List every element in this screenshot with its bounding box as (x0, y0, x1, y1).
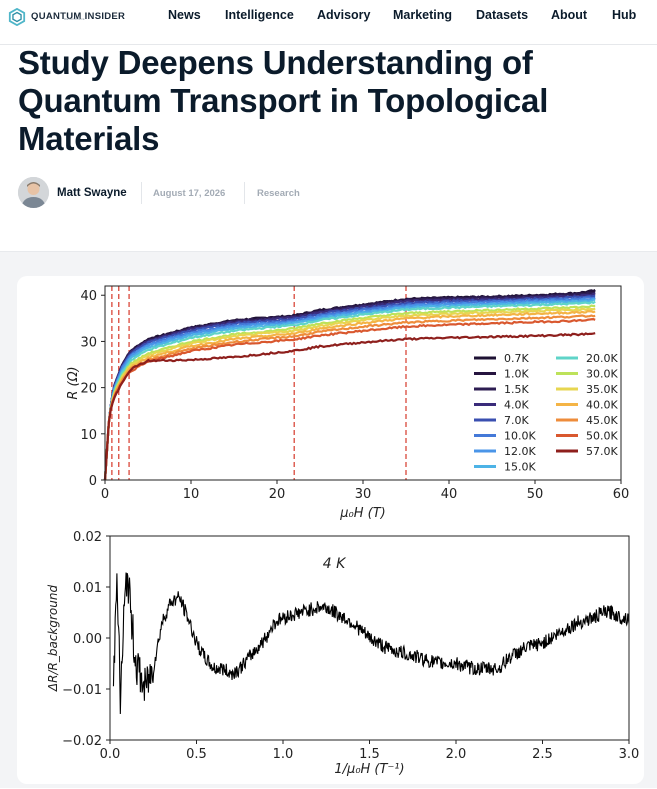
legend-label: 4.0K (504, 399, 529, 412)
person-icon (18, 177, 49, 208)
y-tick-label: 0.01 (73, 581, 102, 596)
x-tick-label: 20 (269, 487, 286, 502)
x-tick-label: 3.0 (619, 747, 640, 762)
series-line-57.0K (103, 332, 596, 481)
x-tick-label: 2.0 (446, 747, 467, 762)
nav-item-news[interactable]: News (168, 8, 201, 22)
x-tick-label: 2.5 (532, 747, 553, 762)
x-tick-label: 1.5 (359, 747, 380, 762)
legend-label: 40.0K (586, 399, 618, 412)
logo-text: QUANTUM INSIDER (31, 11, 126, 22)
x-axis-label: 1/μ₀H (T⁻¹) (334, 762, 404, 777)
series-line-12.0K (103, 297, 596, 481)
series-line-50.0K (103, 318, 596, 481)
article-title: Study Deepens Understanding of Quantum T… (18, 44, 549, 157)
x-tick-label: 0.0 (100, 747, 121, 762)
series-line-45.0K (103, 314, 596, 481)
y-tick-label: 0 (89, 474, 97, 489)
legend-label: 45.0K (586, 414, 618, 427)
site-logo[interactable]: QUANTUM INSIDER (8, 7, 125, 27)
logo-subtext: RESONANCE (64, 17, 85, 21)
x-tick-label: 30 (355, 487, 372, 502)
x-tick-label: 60 (613, 487, 630, 502)
x-axis-label: μ₀H (T) (339, 506, 385, 521)
x-tick-label: 0.5 (186, 747, 207, 762)
byline-divider (141, 182, 142, 204)
y-axis-label: R (Ω) (66, 366, 81, 399)
x-tick-label: 10 (183, 487, 200, 502)
series-line-20.0K (103, 300, 596, 481)
nav-item-intelligence[interactable]: Intelligence (225, 8, 294, 22)
chart-annotation: 4 K (323, 556, 347, 572)
author-name[interactable]: Matt Swayne (57, 187, 127, 199)
x-tick-label: 40 (441, 487, 458, 502)
byline-divider (244, 182, 245, 204)
author-avatar[interactable] (18, 177, 49, 208)
y-tick-label: 0.00 (73, 632, 102, 647)
signal-trace (112, 572, 630, 714)
legend-label: 20.0K (586, 352, 618, 365)
legend-label: 35.0K (586, 383, 618, 396)
legend-label: 7.0K (504, 414, 529, 427)
legend-label: 0.7K (504, 352, 529, 365)
legend-label: 10.0K (504, 430, 536, 443)
y-tick-label: −0.02 (62, 734, 102, 749)
header-divider (0, 251, 657, 252)
legend-label: 12.0K (504, 445, 536, 458)
legend-label: 50.0K (586, 430, 618, 443)
x-tick-label: 1.0 (273, 747, 294, 762)
nav-item-datasets[interactable]: Datasets (476, 8, 529, 22)
nav-item-advisory[interactable]: Advisory (317, 8, 371, 22)
series-line-40.0K (103, 310, 596, 481)
top-nav: QUANTUM INSIDER RESONANCE News Intellige… (0, 0, 657, 45)
y-tick-label: 10 (80, 428, 97, 443)
legend-label: 1.5K (504, 383, 529, 396)
publish-date: August 17, 2026 (153, 188, 226, 199)
nav-item-marketing[interactable]: Marketing (393, 8, 453, 22)
hexagon-logo-icon (8, 8, 26, 26)
figure-charts: 0 10 20 30 40 50 60 0 10 20 30 40 μ₀H (T) R (Ω) 0.7K 1.… (46, 285, 640, 777)
legend-label: 30.0K (586, 368, 618, 381)
x-tick-label: 0 (101, 487, 109, 502)
legend-label: 57.0K (586, 445, 618, 458)
y-tick-label: 30 (80, 335, 97, 350)
series-line-10.0K (103, 296, 596, 481)
y-tick-label: 40 (80, 289, 97, 304)
series-line-35.0K (103, 307, 596, 481)
legend-label: 15.0K (504, 461, 536, 474)
y-tick-label: 0.02 (73, 530, 102, 545)
nav-item-hub[interactable]: Hub (612, 8, 637, 22)
y-axis-label: ΔR/R_background (46, 585, 60, 693)
y-tick-label: −0.01 (62, 683, 102, 698)
legend-label: 1.0K (504, 368, 529, 381)
article-figure: 0 10 20 30 40 50 60 0 10 20 30 40 μ₀H (T) R (Ω) 0.7K 1.… (17, 276, 644, 784)
main-menu: News Intelligence Advisory Marketing Dat… (0, 8, 657, 24)
series-line-7.0K (103, 294, 596, 481)
y-tick-label: 20 (80, 382, 97, 397)
category-link[interactable]: Research (257, 188, 300, 199)
nav-item-about[interactable]: About (551, 8, 588, 22)
article-byline: Matt Swayne August 17, 2026 Research (18, 177, 638, 211)
x-tick-label: 50 (527, 487, 544, 502)
series-line-30.0K (103, 304, 596, 481)
